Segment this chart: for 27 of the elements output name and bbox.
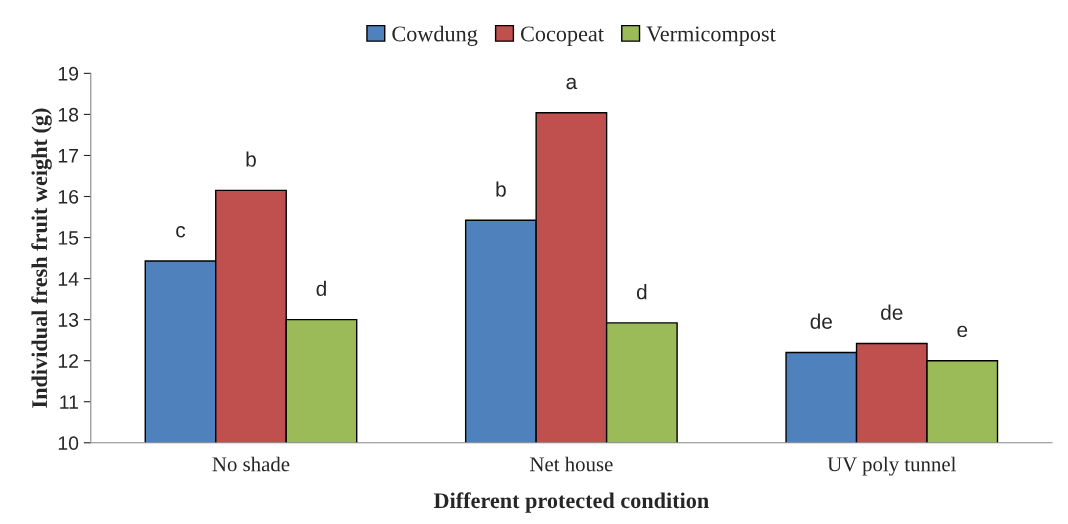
data-label: b — [246, 151, 256, 167]
y-tick-label: 10 — [58, 436, 79, 451]
data-label: c — [176, 225, 186, 238]
y-tick-label: 12 — [58, 354, 78, 368]
y-tick-label: 16 — [58, 189, 79, 204]
data-label: a — [566, 77, 578, 90]
x-tick-label: UV poly tunnel — [827, 456, 956, 476]
y-tick-label: 18 — [58, 107, 79, 122]
data-label: b — [496, 181, 506, 197]
y-tick-label: 13 — [58, 313, 79, 327]
y-tick-label: 14 — [58, 272, 79, 286]
y-tick-label: 19 — [58, 66, 79, 81]
legend-label: Cocopeat — [520, 26, 604, 46]
y-tick-label: 15 — [58, 231, 79, 245]
y-tick-label: 17 — [58, 149, 78, 163]
data-label: e — [957, 325, 968, 338]
x-tick-label: Net house — [530, 456, 613, 472]
x-tick-label: No shade — [212, 456, 290, 472]
x-axis-title: Different protected condition — [433, 492, 709, 513]
data-label: de — [810, 313, 832, 329]
data-label: d — [316, 280, 326, 297]
legend-label: Vermicompost — [646, 26, 776, 46]
y-tick-label: 11 — [60, 395, 79, 409]
data-label: de — [881, 304, 903, 320]
y-axis-title: Individual fresh fruit weight (g) — [31, 108, 52, 408]
data-label: d — [636, 284, 647, 300]
legend-label: Cowdung — [392, 25, 478, 46]
